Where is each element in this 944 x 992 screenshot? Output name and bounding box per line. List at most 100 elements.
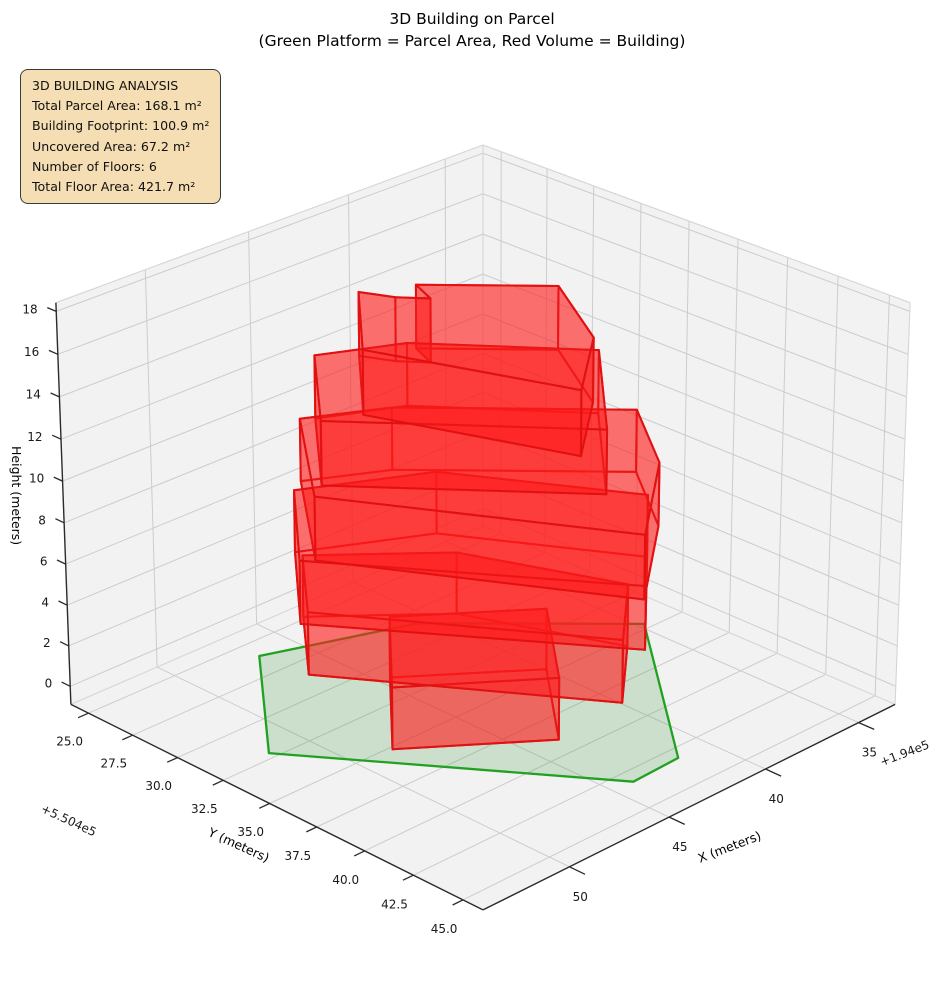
z-tick — [58, 600, 68, 606]
floor-1-side — [391, 676, 561, 751]
grid-wall-z-left — [63, 352, 484, 524]
z-axis-label: Height (meters) — [9, 446, 24, 545]
x-tick — [668, 816, 685, 825]
analysis-line-parcel-area: Total Parcel Area: 168.1 m² — [32, 98, 202, 114]
building-analysis-box: 3D BUILDING ANALYSIS Total Parcel Area: … — [20, 69, 222, 205]
z-tick-label: 18 — [22, 302, 37, 316]
grid-wall-y — [544, 168, 548, 553]
grid-wall-z-left — [67, 431, 484, 606]
floor-5-top — [313, 342, 609, 431]
floor-6-side — [361, 348, 583, 458]
y-tick — [306, 826, 317, 833]
parcel-area — [258, 622, 680, 783]
floor-pane — [70, 525, 896, 910]
y-tick-label: 25.0 — [56, 734, 83, 748]
grid-wall-z-left — [62, 313, 484, 482]
grid-wall-z-left — [59, 233, 484, 398]
z-tick — [55, 518, 65, 524]
grid-wall-y — [589, 185, 595, 573]
y-tick-label: 40.0 — [332, 873, 359, 887]
grid-wall-z-right — [482, 352, 903, 524]
x-axis-label: X (meters) — [696, 828, 763, 866]
grid-wall-z-right — [482, 469, 898, 647]
x-tick — [569, 866, 586, 875]
grid-floor-x — [446, 541, 859, 724]
grid-wall-z-left — [70, 508, 484, 687]
y-tick — [402, 874, 414, 881]
y-tick — [166, 757, 178, 763]
grid-floor-y — [177, 571, 591, 759]
grid-floor-y — [364, 652, 778, 852]
left-wall-pane — [55, 145, 484, 705]
z-tick — [50, 392, 60, 398]
x-tick — [765, 768, 782, 777]
z-tick-label: 0 — [45, 676, 53, 690]
grid-wall-z-right — [482, 273, 906, 440]
grid-floor-y — [462, 695, 876, 901]
y-axis-offset-text: +5.504e5 — [39, 801, 99, 839]
y-tick — [77, 712, 89, 719]
pane-edge — [894, 302, 911, 705]
y-tick-label: 30.0 — [145, 779, 172, 793]
x-tick — [858, 722, 875, 730]
grid-wall-y — [874, 295, 890, 696]
pane-edge — [482, 525, 896, 705]
grid-wall-z-right — [482, 313, 904, 482]
grid-floor-x — [256, 623, 670, 818]
z-tick — [59, 641, 69, 647]
grid-wall-y — [776, 257, 789, 654]
grid-floor-y — [88, 532, 501, 714]
z-tick-label: 2 — [43, 636, 51, 650]
y-tick-label: 42.5 — [381, 897, 408, 911]
z-axis-spine — [55, 302, 72, 705]
y-tick-label: 35.0 — [237, 825, 264, 839]
z-tick — [56, 559, 66, 565]
x-tick-label: 50 — [573, 890, 588, 904]
z-tick-label: 8 — [38, 513, 46, 527]
y-tick — [212, 779, 224, 786]
pane-edge — [482, 144, 911, 304]
y-tick-label: 27.5 — [100, 757, 127, 771]
analysis-heading: 3D BUILDING ANALYSIS — [32, 78, 179, 93]
grid-wall-z-left — [56, 152, 484, 312]
y-tick — [258, 802, 270, 809]
grid-wall-y — [825, 276, 839, 675]
grid-floor-y — [316, 632, 730, 828]
grid-floor-y — [132, 552, 546, 736]
grid-wall-x — [248, 231, 258, 624]
grid-wall-y — [681, 221, 690, 613]
grid-wall-z-left — [65, 392, 484, 565]
y-tick-label: 45.0 — [431, 922, 458, 936]
chart-title: 3D Building on Parcel — [389, 10, 555, 28]
y-tick-label: 32.5 — [191, 802, 218, 816]
analysis-line-floors: Number of Floors: 6 — [32, 158, 157, 174]
z-tick — [48, 349, 59, 355]
grid-wall-z-left — [68, 469, 484, 647]
y-axis-spine — [70, 703, 484, 911]
floor-2-side — [306, 611, 624, 704]
z-tick-label: 16 — [24, 345, 39, 359]
grid-lines — [56, 151, 910, 901]
grid-wall-x — [444, 158, 447, 542]
z-tick-label: 4 — [41, 595, 49, 609]
grid-wall-z-left — [57, 193, 484, 355]
floor-3-top — [293, 470, 649, 588]
grid-wall-z-right — [482, 233, 907, 398]
z-tick-label: 6 — [40, 555, 48, 569]
analysis-line-footprint: Building Footprint: 100.9 m² — [32, 118, 210, 134]
analysis-line-uncovered: Uncovered Area: 67.2 m² — [32, 138, 191, 154]
building-3d — [293, 283, 661, 751]
z-tick — [51, 434, 62, 440]
x-axis-offset-text: +1.94e5 — [878, 737, 931, 769]
grid-wall-z-right — [482, 392, 901, 565]
grid-wall-x — [144, 269, 158, 668]
grid-wall-z-left — [60, 273, 484, 440]
z-tick-label: 14 — [26, 388, 41, 402]
axes-panes — [55, 145, 911, 910]
y-tick — [353, 850, 365, 857]
title-block: 3D Building on Parcel (Green Platform = … — [0, 8, 944, 52]
parcel-polygon — [258, 622, 680, 783]
chart-subtitle: (Green Platform = Parcel Area, Red Volum… — [258, 32, 686, 50]
z-tick — [53, 476, 63, 482]
